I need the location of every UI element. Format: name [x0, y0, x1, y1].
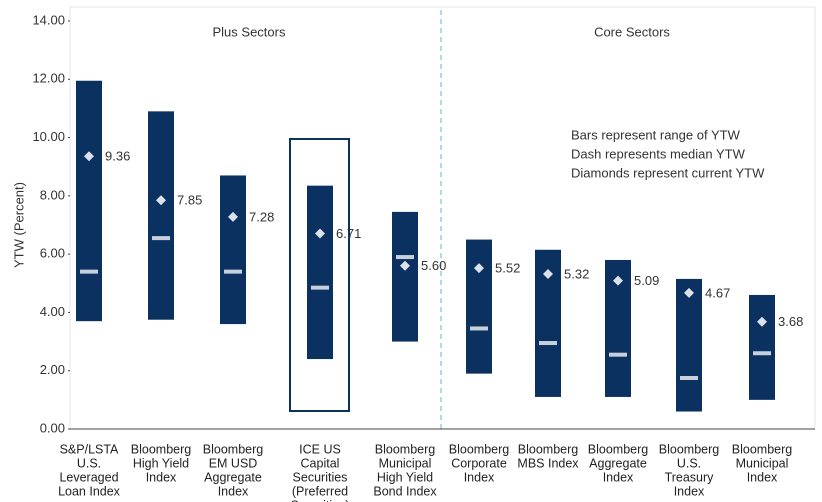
- note: Dash represents median YTW: [571, 146, 746, 161]
- y-axis-label: YTW (Percent): [11, 182, 26, 268]
- value-label: 7.85: [177, 193, 202, 208]
- x-tick-label: Bloomberg: [203, 442, 263, 456]
- x-tick-label: U.S.: [677, 456, 701, 470]
- median-dash: [152, 236, 170, 241]
- value-label: 5.32: [564, 266, 589, 281]
- value-label: 4.67: [705, 285, 730, 300]
- x-tick-label: Index: [464, 470, 495, 484]
- x-tick-label: Bloomberg: [732, 442, 792, 456]
- x-tick-label: High Yield: [133, 456, 189, 470]
- x-tick-label: Municipal: [736, 456, 789, 470]
- current-diamond: [84, 151, 94, 162]
- median-dash: [80, 269, 98, 274]
- highlight-box: [289, 138, 350, 412]
- median-dash: [753, 351, 771, 356]
- range-bar: [676, 278, 702, 412]
- x-tick-label: Bloomberg: [518, 442, 578, 456]
- median-dash: [470, 326, 488, 331]
- x-tick-label: Index: [674, 484, 705, 498]
- x-tick-label: Bloomberg: [449, 442, 509, 456]
- x-tick-label: S&P/LSTA: [60, 442, 119, 456]
- y-tick-label: 12.00: [32, 71, 65, 86]
- y-tick-label: 10.00: [32, 129, 65, 144]
- x-tick-label: Treasury: [665, 470, 715, 484]
- x-tick-label: Aggregate: [589, 456, 647, 470]
- x-tick-label: High Yield: [377, 470, 433, 484]
- current-diamond: [757, 316, 767, 327]
- x-tick-label: Bloomberg: [131, 442, 191, 456]
- x-tick-label: Index: [603, 470, 634, 484]
- x-tick-label: Securities): [290, 498, 349, 502]
- range-bar: [749, 294, 775, 400]
- current-diamond: [613, 275, 623, 286]
- note: Diamonds represent current YTW: [571, 165, 765, 180]
- value-label: 5.52: [495, 261, 520, 276]
- current-diamond: [474, 263, 484, 274]
- plot-frame: [69, 6, 816, 430]
- range-bar: [148, 111, 174, 320]
- y-tick-label: 4.00: [40, 304, 65, 319]
- median-dash: [539, 341, 557, 346]
- y-tick-label: 6.00: [40, 246, 65, 261]
- x-tick-label: Capital: [301, 456, 340, 470]
- x-tick-label: Index: [146, 470, 177, 484]
- x-tick-label: Bloomberg: [659, 442, 719, 456]
- x-tick-label: EM USD: [209, 456, 258, 470]
- x-tick-label: Municipal: [379, 456, 432, 470]
- value-label: 5.09: [634, 273, 659, 288]
- current-diamond: [543, 268, 553, 279]
- range-bar: [220, 175, 246, 325]
- x-tick-label: Bond Index: [373, 484, 437, 498]
- value-label: 3.68: [778, 314, 803, 329]
- y-tick-label: 2.00: [40, 362, 65, 377]
- range-bar: [307, 185, 333, 360]
- y-tick-label: 14.00: [32, 12, 65, 27]
- value-label: 7.28: [249, 209, 274, 224]
- median-dash: [311, 285, 329, 290]
- median-dash: [224, 269, 242, 274]
- current-diamond: [400, 260, 410, 271]
- current-diamond: [684, 287, 694, 298]
- median-dash: [680, 376, 698, 380]
- annotation: Core Sectors: [594, 24, 670, 39]
- x-tick-label: Aggregate: [204, 470, 262, 484]
- x-tick-label: MBS Index: [517, 456, 579, 470]
- range-bar: [466, 239, 492, 374]
- median-dash: [396, 255, 414, 260]
- x-tick-label: Securities: [293, 470, 348, 484]
- value-label: 5.60: [421, 258, 446, 273]
- range-bar: [76, 80, 102, 322]
- current-diamond: [228, 211, 238, 222]
- note: Bars represent range of YTW: [571, 127, 741, 142]
- x-tick-label: Loan Index: [58, 484, 121, 498]
- value-label: 9.36: [105, 149, 130, 164]
- x-tick-label: Leveraged: [59, 470, 118, 484]
- range-bar: [392, 211, 418, 342]
- x-tick-label: Corporate: [451, 456, 507, 470]
- current-diamond: [156, 195, 166, 206]
- x-tick-label: ICE US: [299, 442, 341, 456]
- median-dash: [609, 352, 627, 357]
- current-diamond: [315, 228, 325, 239]
- annotation: Plus Sectors: [213, 24, 286, 39]
- x-tick-label: Index: [747, 470, 778, 484]
- y-tick-label: 8.00: [40, 187, 65, 202]
- x-tick-label: (Preferred: [292, 484, 348, 498]
- value-label: 6.71: [336, 226, 361, 241]
- x-tick-label: U.S.: [77, 456, 101, 470]
- x-tick-label: Bloomberg: [375, 442, 435, 456]
- x-tick-label: Bloomberg: [588, 442, 648, 456]
- x-tick-label: Index: [218, 484, 249, 498]
- y-tick-label: 0.00: [40, 420, 65, 435]
